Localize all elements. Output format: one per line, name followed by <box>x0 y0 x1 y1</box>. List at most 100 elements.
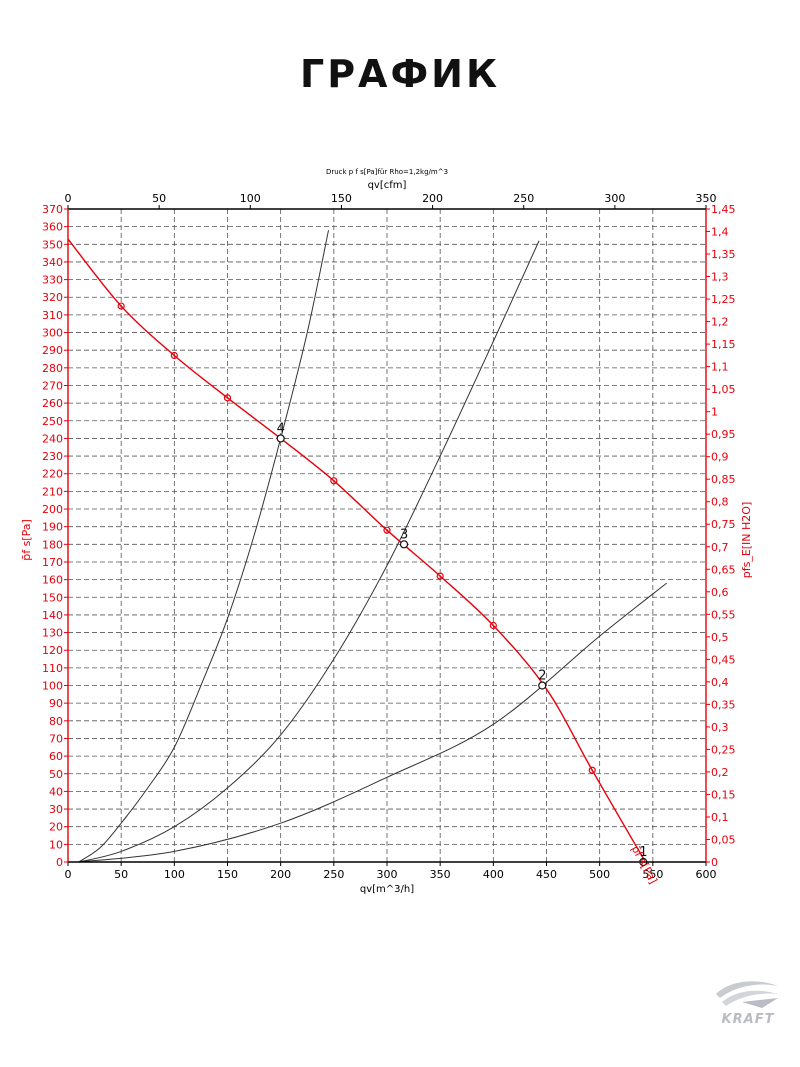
operating-point-label-4: 4 <box>277 421 285 436</box>
fan-curve-marker-dot <box>332 479 335 482</box>
fan-curve-marker <box>588 766 596 774</box>
x2-tick-label: 300 <box>604 192 625 205</box>
fan-curve-marker-dot <box>591 769 594 772</box>
fan-curve-line <box>67 238 646 863</box>
y-tick-label: 150 <box>42 591 63 604</box>
x2-tick-label: 250 <box>513 192 534 205</box>
system-curve-4 <box>78 230 330 863</box>
y2-axis-label: pfs_E[IN H2O] <box>740 502 753 579</box>
x2-tick-label: 200 <box>422 192 443 205</box>
y2-tick-label: 0,55 <box>711 608 736 621</box>
system-curve-2 <box>78 582 667 863</box>
y2-tick-label: 1,3 <box>711 271 729 284</box>
logo-text: KRAFT <box>721 1012 775 1027</box>
y-tick-label: 330 <box>42 274 63 287</box>
y2-tick-label: 1,2 <box>711 316 729 329</box>
x-tick-label: 250 <box>323 868 344 881</box>
fan-curve-marker <box>436 572 444 580</box>
system-curve-3 <box>78 240 540 863</box>
y-tick-label: 120 <box>42 644 63 657</box>
y2-tick-label: 1,05 <box>711 383 736 396</box>
x-axis-label: qv[m^3/h] <box>360 884 414 895</box>
y2-tick-label: 1,45 <box>711 203 736 216</box>
y-tick-label: 100 <box>42 680 63 693</box>
x-tick-label: 300 <box>377 868 398 881</box>
y-tick-label: 350 <box>42 238 63 251</box>
y-tick-label: 290 <box>42 344 63 357</box>
y2-tick-label: 1,4 <box>711 226 729 239</box>
y-tick-label: 200 <box>42 503 63 516</box>
x-tick-label: 600 <box>696 868 717 881</box>
y2-tick-label: 0,85 <box>711 473 736 486</box>
operating-point-4 <box>276 434 285 443</box>
x2-tick-label: 100 <box>240 192 261 205</box>
y-tick-label: 20 <box>49 821 63 834</box>
y2-tick-label: 0,75 <box>711 518 736 531</box>
fan-curve-marker-dot <box>120 305 123 307</box>
y-tick-label: 140 <box>42 609 63 622</box>
fan-curve-marker <box>223 394 232 402</box>
chart-grid <box>67 208 707 863</box>
x-tick-label: 500 <box>589 868 610 881</box>
y-tick-label: 80 <box>49 715 63 728</box>
y-tick-label: 160 <box>42 574 63 587</box>
fan-curve-marker <box>170 351 178 360</box>
fan-curve-marker-dot <box>226 396 229 399</box>
x2-tick-label: 50 <box>152 192 166 205</box>
x2-tick-label: 150 <box>331 192 352 205</box>
y-tick-label: 50 <box>49 768 63 781</box>
y2-tick-label: 1,1 <box>711 361 729 374</box>
y2-tick-label: 0,7 <box>711 541 729 554</box>
y-tick-label: 220 <box>42 468 63 481</box>
x-tick-label: 200 <box>270 868 291 881</box>
y2-tick-label: 0,45 <box>711 653 736 666</box>
fan-curve-marker <box>330 477 338 485</box>
x-tick-label: 0 <box>65 868 72 881</box>
fan-curve-marker <box>489 621 497 630</box>
y-tick-label: 360 <box>42 221 63 234</box>
y2-tick-label: 0,25 <box>711 743 736 756</box>
x2-axis-label: qv[cfm] <box>368 180 407 191</box>
operating-point-2 <box>538 681 547 690</box>
y-tick-label: 40 <box>49 785 63 798</box>
y-tick-label: 280 <box>42 362 63 375</box>
y-tick-label: 90 <box>49 697 63 710</box>
y-tick-label: 310 <box>42 309 63 322</box>
y-tick-label: 10 <box>49 838 63 851</box>
y-tick-label: 300 <box>42 327 63 340</box>
x-tick-label: 50 <box>114 868 128 881</box>
y-axis-label: p̄f s[Pa] <box>20 519 33 561</box>
fan-curve-marker <box>383 526 391 534</box>
y-tick-label: 370 <box>42 203 63 216</box>
x2-tick-label: 350 <box>696 192 717 205</box>
x-tick-label: 550 <box>642 868 663 881</box>
y2-tick-label: 1 <box>711 406 718 419</box>
fan-curve-marker <box>117 302 125 310</box>
x-tick-label: 400 <box>483 868 504 881</box>
x-tick-label: 350 <box>430 868 451 881</box>
y2-tick-label: 1,35 <box>711 248 736 261</box>
y2-tick-label: 0,6 <box>711 586 729 599</box>
y-tick-label: 260 <box>42 397 63 410</box>
fan-curve-marker-dot <box>173 354 176 357</box>
operating-point-3 <box>399 540 409 549</box>
y2-tick-label: 1,25 <box>711 293 736 306</box>
y-tick-label: 320 <box>42 291 63 304</box>
x-tick-label: 150 <box>217 868 238 881</box>
y2-tick-label: 0,9 <box>711 451 729 464</box>
operating-point-label-1: 1 <box>639 845 647 860</box>
y-tick-label: 270 <box>42 379 63 392</box>
x-tick-label: 450 <box>536 868 557 881</box>
y-tick-label: 230 <box>42 450 63 463</box>
y2-tick-label: 0,65 <box>711 563 736 576</box>
x-tick-label: 100 <box>164 868 185 881</box>
y-tick-label: 70 <box>49 732 63 745</box>
y-tick-label: 60 <box>49 750 63 763</box>
y2-tick-label: 0,4 <box>711 676 729 689</box>
y2-tick-label: 0 <box>711 856 718 869</box>
y2-tick-label: 0,15 <box>711 788 736 801</box>
y2-tick-label: 0,8 <box>711 496 729 509</box>
y-tick-label: 130 <box>42 627 63 640</box>
